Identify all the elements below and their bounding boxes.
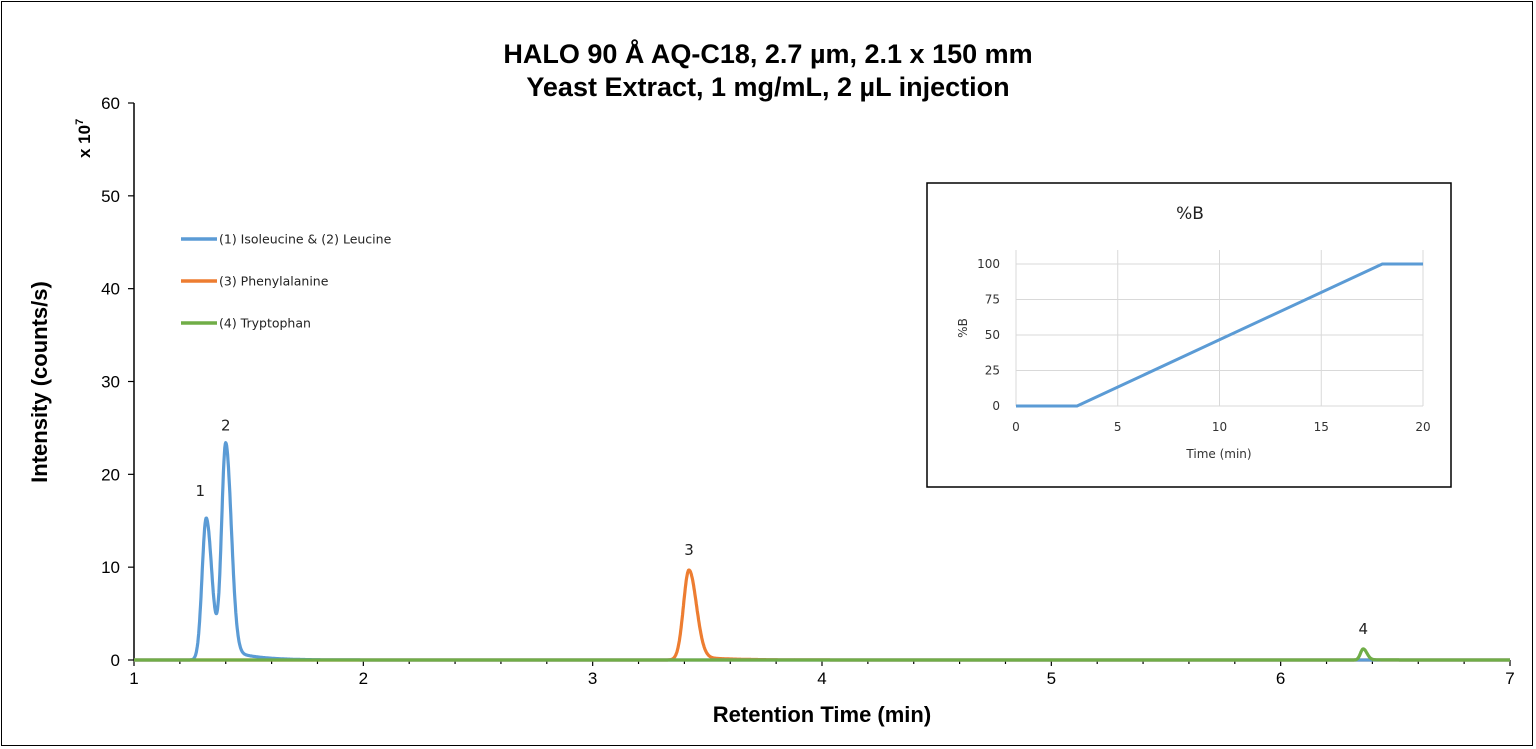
legend-label-1: (1) Isoleucine & (2) Leucine	[219, 232, 392, 247]
inset-y-tick-label: 0	[992, 399, 1000, 413]
y-tick-label: 50	[101, 187, 120, 206]
inset-x-tick-label: 5	[1114, 420, 1122, 434]
x-tick-label: 2	[359, 669, 368, 688]
x-tick-label: 3	[588, 669, 597, 688]
inset-y-tick-label: 75	[985, 293, 1000, 307]
inset-x-tick-label: 20	[1415, 420, 1430, 434]
y-tick-label: 40	[101, 280, 120, 299]
peak-label: 4	[1358, 620, 1368, 638]
y-tick-label: 10	[101, 558, 120, 577]
inset-gradient-line	[1016, 262, 1423, 408]
inset-y-tick-label: 25	[985, 364, 1000, 378]
chart-title-line-1: HALO 90 Å AQ-C18, 2.7 µm, 2.1 x 150 mm	[503, 38, 1032, 69]
y-multiplier-base: x 10	[75, 125, 94, 158]
peak-label: 1	[195, 482, 205, 500]
y-tick-label: 0	[111, 651, 120, 670]
chart-title-line-2: Yeast Extract, 1 mg/mL, 2 µL injection	[526, 72, 1009, 102]
y-tick-label: 60	[101, 94, 120, 113]
inset-title: %B	[1176, 204, 1204, 224]
x-tick-label: 5	[1047, 669, 1056, 688]
inset-y-tick-label: 50	[985, 328, 1000, 342]
inset-x-tick-label: 10	[1212, 420, 1227, 434]
inset-x-axis-label: Time (min)	[1185, 447, 1251, 461]
x-tick-label: 6	[1276, 669, 1285, 688]
y-multiplier: x 107	[74, 119, 94, 158]
legend-label-3: (4) Tryptophan	[219, 316, 311, 331]
series-line-2	[132, 568, 1512, 662]
x-tick-label: 1	[129, 669, 138, 688]
y-multiplier-exponent: 7	[74, 119, 86, 125]
peak-label: 2	[221, 417, 231, 435]
x-tick-label: 7	[1505, 669, 1514, 688]
y-tick-label: 30	[101, 373, 120, 392]
inset-y-axis-label: %B	[956, 318, 970, 338]
peak-label: 3	[684, 541, 694, 559]
x-tick-label: 4	[817, 669, 826, 688]
y-tick-label: 20	[101, 465, 120, 484]
inset-x-tick-label: 0	[1012, 420, 1020, 434]
legend-label-2: (3) Phenylalanine	[219, 274, 329, 289]
y-axis-label: Intensity (counts/s)	[27, 281, 52, 483]
x-axis-label: Retention Time (min)	[713, 702, 931, 727]
inset-y-tick-label: 100	[977, 257, 1000, 271]
svg-text:x 107: x 107	[74, 119, 94, 158]
series-line-3	[132, 647, 1512, 662]
inset-x-tick-label: 15	[1314, 420, 1329, 434]
